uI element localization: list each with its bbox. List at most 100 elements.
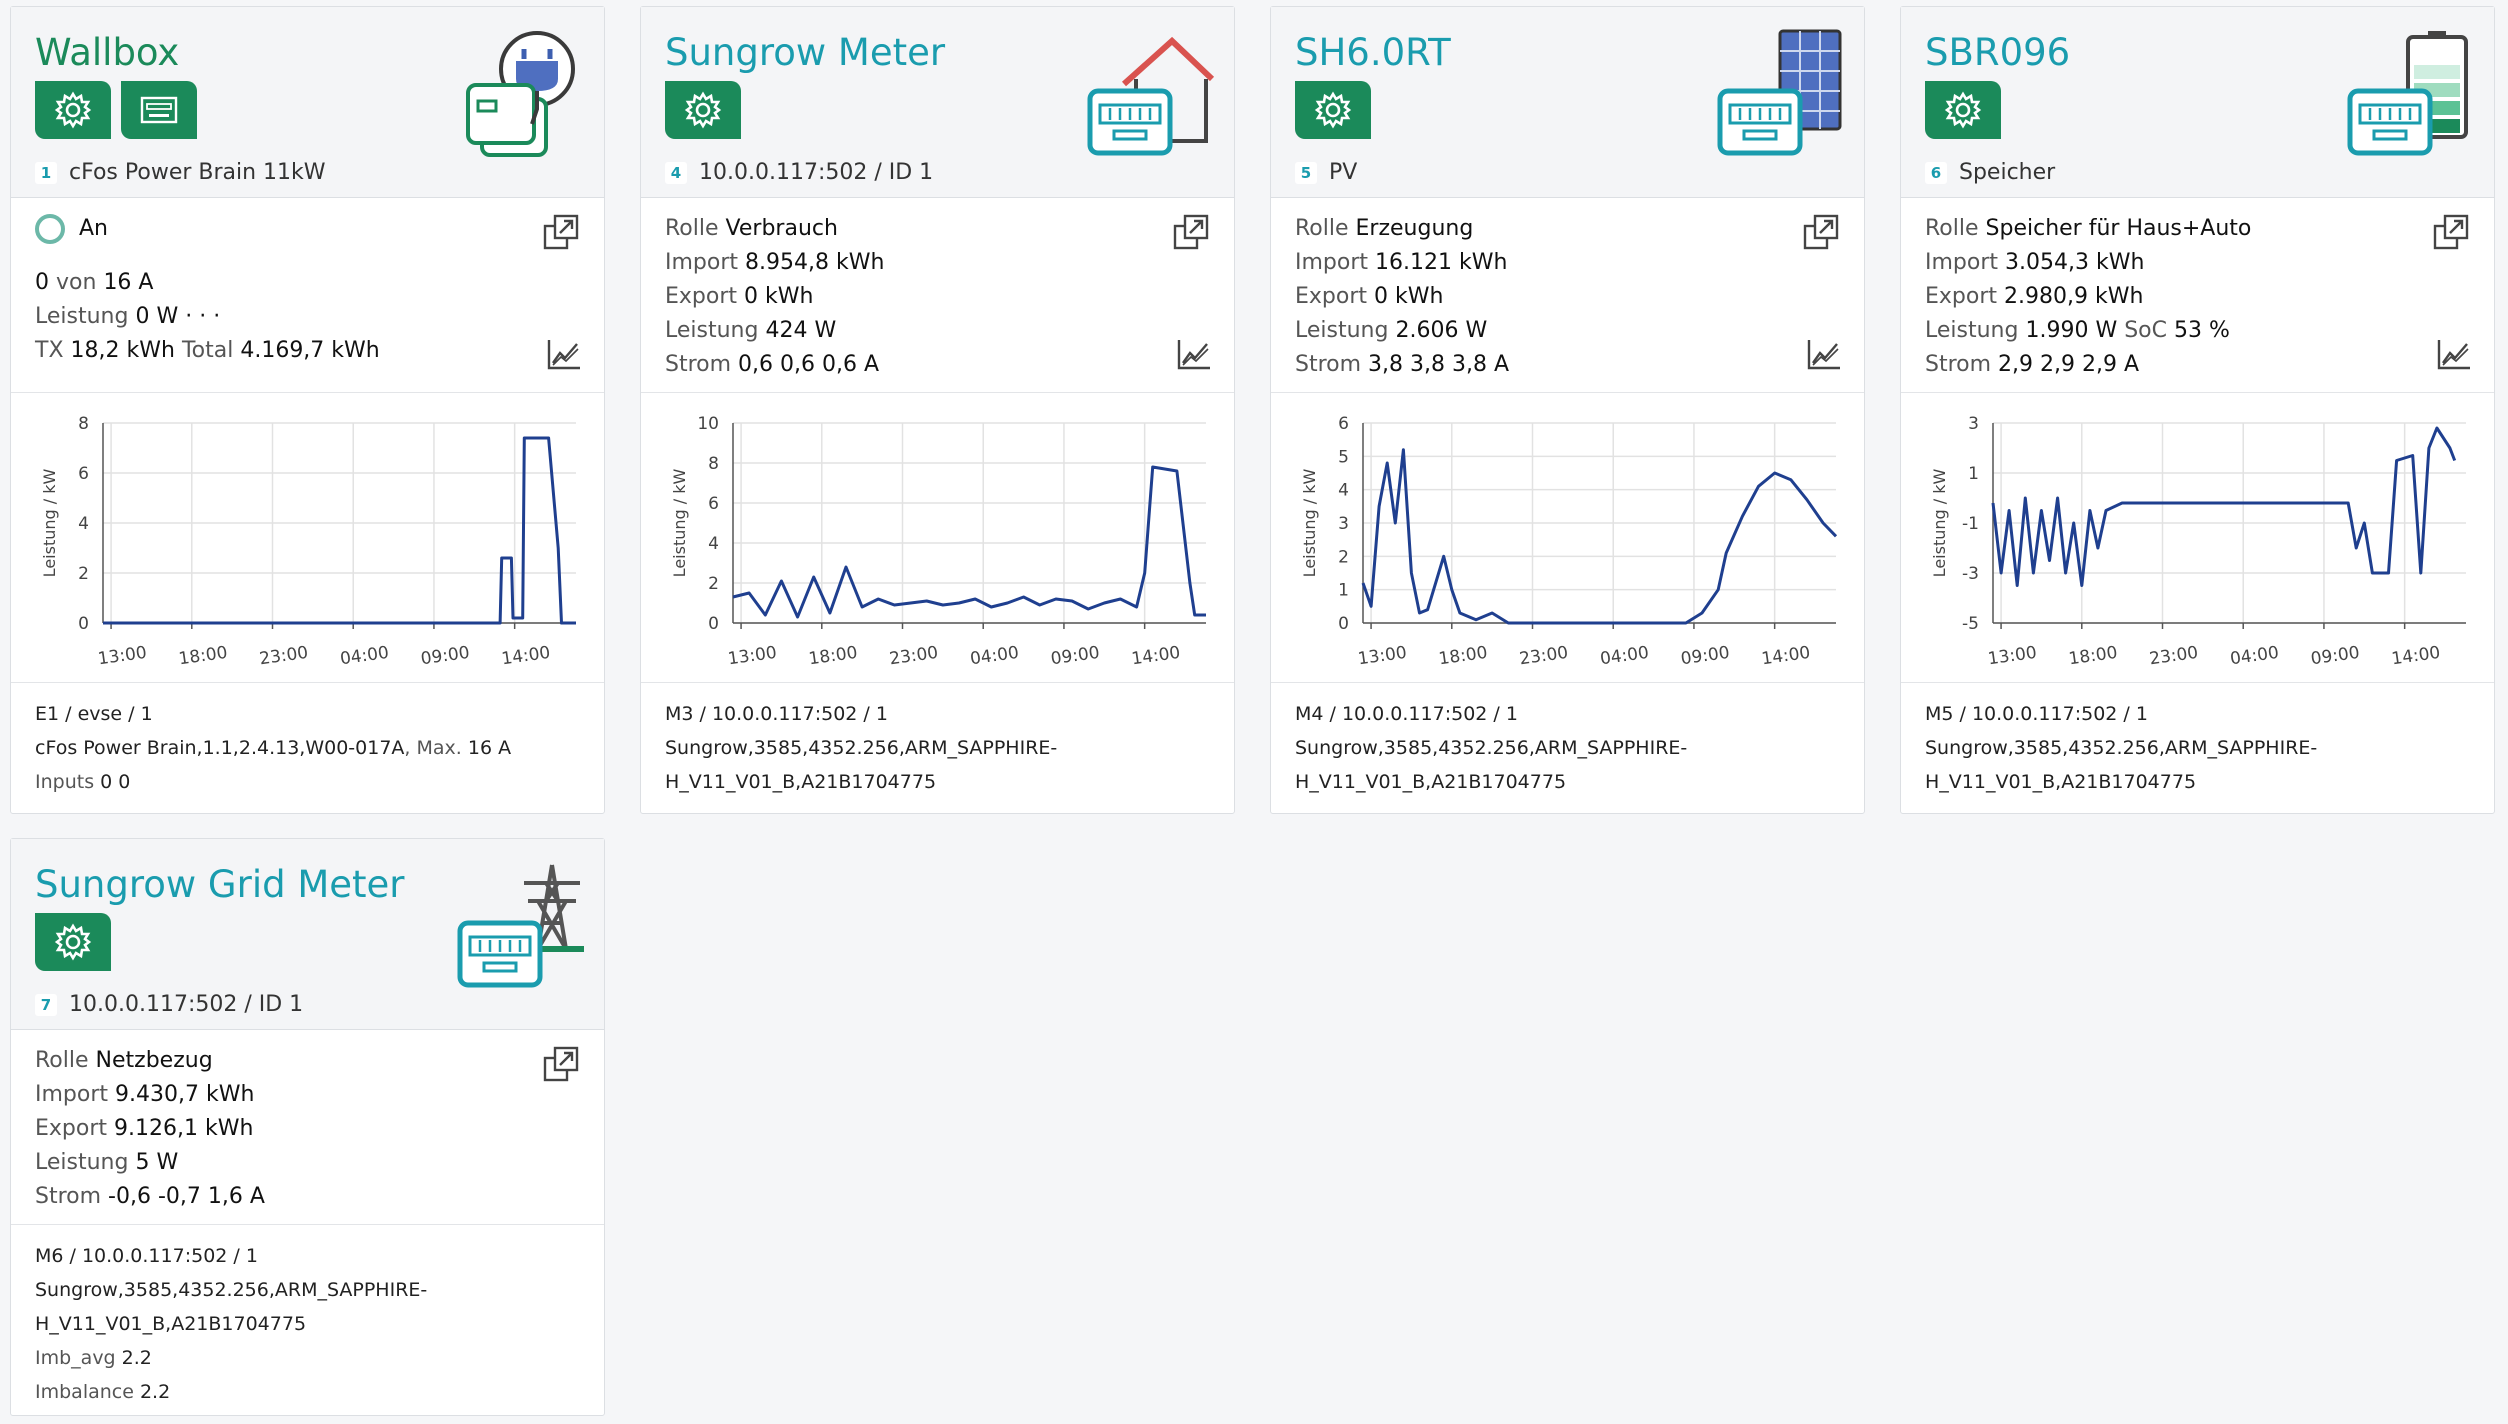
info-section: Rolle Speicher für Haus+Auto Import 3.05… [1901,198,2494,392]
device-number-badge: 6 [1925,161,1947,184]
tx-label: TX [35,338,64,363]
info-value: 16.121 kWh [1375,250,1508,275]
y-axis-label: Leistung / kW [1930,469,1949,578]
info-label: Rolle [665,216,719,241]
inputs-value: 0 0 [100,771,131,793]
card-header: Sungrow Meter 4 10.0.0.117:502 / ID 1 [641,7,1234,198]
card-title[interactable]: Wallbox [35,31,180,74]
x-tick-label: 09:00 [2310,643,2361,670]
x-tick-label: 13:00 [97,643,148,670]
trend-chart-icon[interactable] [1176,337,1212,382]
settings-button[interactable] [1295,81,1371,139]
y-tick-label: 10 [697,414,719,434]
info-row-0: Rolle Netzbezug [35,1044,580,1078]
device-address-sub: 10.0.0.117:502 / ID 1 [69,992,304,1017]
current-max-value: 16 A [103,270,154,295]
info-label: Rolle [1925,216,1979,241]
y-tick-label: 5 [1338,447,1349,467]
power-value: 0 W [135,304,179,329]
card-title[interactable]: Sungrow Meter [665,31,946,74]
info-row-0: Rolle Erzeugung [1295,212,1840,246]
expand-icon[interactable] [542,1044,582,1095]
firmware-line-1: Sungrow,3585,4352.256,ARM_SAPPHIRE- [35,1279,428,1301]
info-label: SoC [2124,318,2167,343]
power-series-line [1991,426,2457,587]
max-current-value: 16 A [467,737,512,759]
info-label: Rolle [1295,216,1349,241]
expand-icon[interactable] [1172,212,1212,263]
y-tick-label: -1 [1962,514,1979,534]
x-tick-label: 14:00 [1760,643,1811,670]
power-series-line [1361,448,1838,625]
gear-icon [1314,91,1352,129]
evse-display-button[interactable] [121,81,197,139]
device-address: M5 / 10.0.0.117:502 / 1 [1925,703,2148,725]
info-value: 53 % [2174,318,2230,343]
expand-icon[interactable] [1802,212,1842,263]
y-tick-label: 3 [1968,414,1979,434]
firmware-line-1: Sungrow,3585,4352.256,ARM_SAPPHIRE- [665,737,1058,759]
settings-button[interactable] [1925,81,2001,139]
y-tick-label: 8 [78,414,89,434]
info-label: Strom [665,352,732,377]
info-label: Strom [1295,352,1362,377]
x-tick-label: 18:00 [2067,643,2118,670]
info-section: Rolle Verbrauch Import 8.954,8 kWh Expor… [641,198,1234,392]
x-tick-label: 18:00 [807,643,858,670]
settings-button[interactable] [665,81,741,139]
power-more-dots[interactable]: · · · [185,304,221,329]
y-tick-label: 1 [1968,464,1979,484]
settings-button[interactable] [35,81,111,139]
expand-icon[interactable] [2432,212,2472,263]
info-label: Export [35,1116,108,1141]
info-value: Netzbezug [95,1048,213,1073]
device-card-sh60rt: SH6.0RT 5 PV Rolle Erzeugung Import 16.121 … [1270,6,1865,814]
y-tick-label: -5 [1962,614,1979,634]
settings-button[interactable] [35,913,111,971]
info-value: 424 W [765,318,837,343]
power-series-line [103,436,576,625]
device-card-sungrow-grid-meter: Sungrow Grid Meter 7 10.0.0.117:502 / ID 1… [10,838,605,1416]
x-tick-label: 14:00 [1130,643,1181,670]
info-value: 9.430,7 kWh [115,1082,255,1107]
info-label: Strom [35,1184,102,1209]
gear-icon [54,923,92,961]
total-value: 4.169,7 kWh [240,338,380,363]
card-title[interactable]: SH6.0RT [1295,31,1451,74]
trend-chart-icon[interactable] [546,337,582,382]
card-subtitle: 4 10.0.0.117:502 / ID 1 [665,160,933,185]
card-title[interactable]: SBR096 [1925,31,2071,74]
info-row-0: Rolle Verbrauch [665,212,1210,246]
info-row-4: Strom 0,6 0,6 0,6 A [665,348,1210,382]
card-subtitle: 7 10.0.0.117:502 / ID 1 [35,992,303,1017]
status-text: An [79,216,108,241]
info-value: 3.054,3 kWh [2005,250,2145,275]
info-value: 3,8 3,8 3,8 A [1368,352,1510,377]
info-label: Rolle [35,1048,89,1073]
x-tick-label: 04:00 [969,643,1020,670]
expand-icon[interactable] [542,212,582,263]
trend-chart-icon[interactable] [2436,337,2472,382]
y-tick-label: 4 [1338,481,1349,501]
firmware-line-1: Sungrow,3585,4352.256,ARM_SAPPHIRE- [1295,737,1688,759]
house-meter-icon [1084,29,1215,163]
info-label: Strom [1925,352,1992,377]
info-row-4: Strom 2,9 2,9 2,9 A [1925,348,2470,382]
y-tick-label: 0 [708,614,719,634]
x-tick-label: 23:00 [888,643,939,670]
y-tick-label: 0 [78,614,89,634]
card-title[interactable]: Sungrow Grid Meter [35,863,405,906]
card-button-row [35,913,111,971]
info-value: Speicher für Haus+Auto [1985,216,2252,241]
trend-chart-icon[interactable] [1806,337,1842,382]
inputs-label: Inputs [35,771,95,793]
card-subtitle: 1 cFos Power Brain 11kW [35,160,326,185]
x-tick-label: 14:00 [500,643,551,670]
card-subtitle: 5 PV [1295,160,1357,185]
info-row-3: Leistung 2.606 W [1295,314,1840,348]
info-row-2: Export 2.980,9 kWh [1925,280,2470,314]
imbalance-value: 2.2 [139,1381,171,1403]
info-label: Export [665,284,738,309]
y-tick-label: 3 [1338,514,1349,534]
info-row-2: Export 9.126,1 kWh [35,1112,580,1146]
